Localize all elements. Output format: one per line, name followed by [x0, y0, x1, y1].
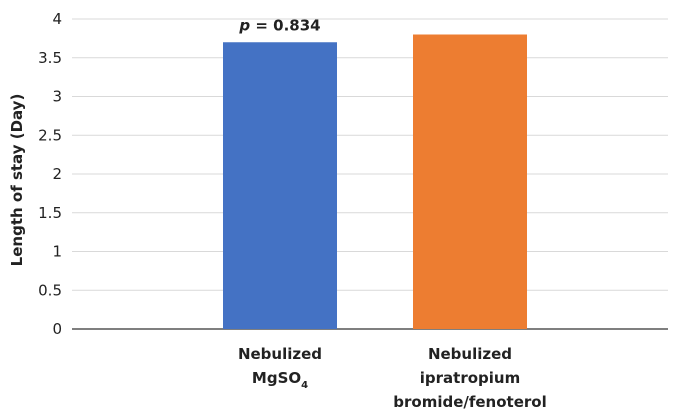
- bar: [413, 34, 527, 329]
- bars: [223, 34, 527, 329]
- y-tick-label: 4: [52, 10, 62, 28]
- y-tick-label: 2.5: [38, 126, 62, 144]
- y-tick-label: 3: [52, 88, 62, 106]
- x-category-label: MgSO4: [252, 369, 308, 391]
- annotations: p = 0.834: [238, 16, 320, 34]
- bar: [223, 42, 337, 329]
- gridlines: [72, 18, 668, 330]
- y-tick-label: 1.5: [38, 204, 62, 222]
- x-category-label: Nebulized: [238, 345, 322, 363]
- y-tick-label: 3.5: [38, 49, 62, 67]
- y-tick-label: 2: [52, 165, 62, 183]
- x-axis-category-labels: Nebulized MgSO4 Nebulized ipratropium bromid…: [238, 345, 547, 411]
- p-value-annotation: p = 0.834: [238, 16, 320, 34]
- x-category-label: bromide/fenoterol: [393, 393, 546, 411]
- y-tick-label: 0.5: [38, 281, 62, 299]
- y-axis-title: Length of stay (Day): [8, 94, 26, 267]
- y-axis-ticks: 0 0.5 1 1.5 2 2.5 3 3.5 4: [38, 10, 62, 338]
- x-category-label: Nebulized: [428, 345, 512, 363]
- y-tick-label: 0: [52, 320, 62, 338]
- y-tick-label: 1: [52, 243, 62, 261]
- x-category-label: ipratropium: [420, 369, 520, 387]
